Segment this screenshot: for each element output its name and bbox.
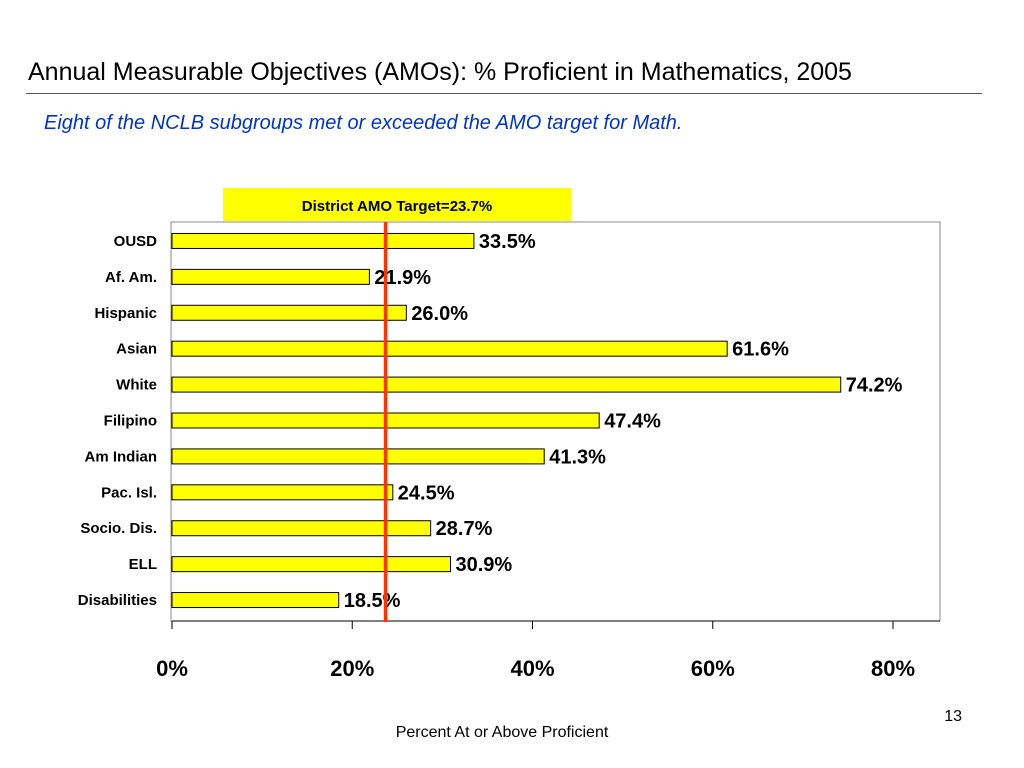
category-label: Af. Am. [105,269,157,286]
target-label-box [223,188,571,221]
bar [171,592,340,609]
category-label: Pac. Isl. [101,484,157,501]
category-label: Am Indian [84,448,157,465]
value-label: 21.9% [374,267,431,289]
bar [171,268,370,285]
bar [171,232,475,249]
bar [171,520,432,537]
page-number: 13 [944,708,962,725]
category-label: Asian [116,341,157,358]
category-label: Socio. Dis. [80,520,157,537]
x-tick-label: 40% [510,656,554,681]
value-label: 41.3% [549,446,606,468]
value-label: 26.0% [411,303,468,325]
value-label: 33.5% [479,231,536,253]
category-label: Hispanic [94,305,157,322]
value-label: 30.9% [455,554,512,576]
value-label: 28.7% [436,518,493,540]
x-tick-label: 20% [330,656,374,681]
bar [171,448,545,465]
slide-subtitle: Eight of the NCLB subgroups met or excee… [44,112,683,134]
x-tick-label: 0% [156,656,188,681]
value-label: 74.2% [846,375,903,397]
title-divider [26,93,982,94]
target-label: District AMO Target=23.7% [302,198,492,215]
x-tick-label: 60% [691,656,735,681]
bar [171,556,451,573]
bar [171,484,394,501]
slide-title: Annual Measurable Objectives (AMOs): % P… [28,58,852,86]
category-label: Filipino [104,413,157,430]
x-tick-label: 80% [871,656,915,681]
bar [171,376,842,393]
bar [171,304,407,321]
bar [171,340,728,357]
value-label: 61.6% [732,339,789,361]
value-label: 47.4% [604,411,661,433]
category-label: Disabilities [78,592,157,609]
x-axis-label: Percent At or Above Proficient [395,724,609,741]
category-label: ELL [129,556,157,573]
value-label: 18.5% [344,590,401,612]
value-label: 24.5% [398,482,455,504]
category-label: OUSD [114,233,158,250]
category-label: White [116,377,157,394]
